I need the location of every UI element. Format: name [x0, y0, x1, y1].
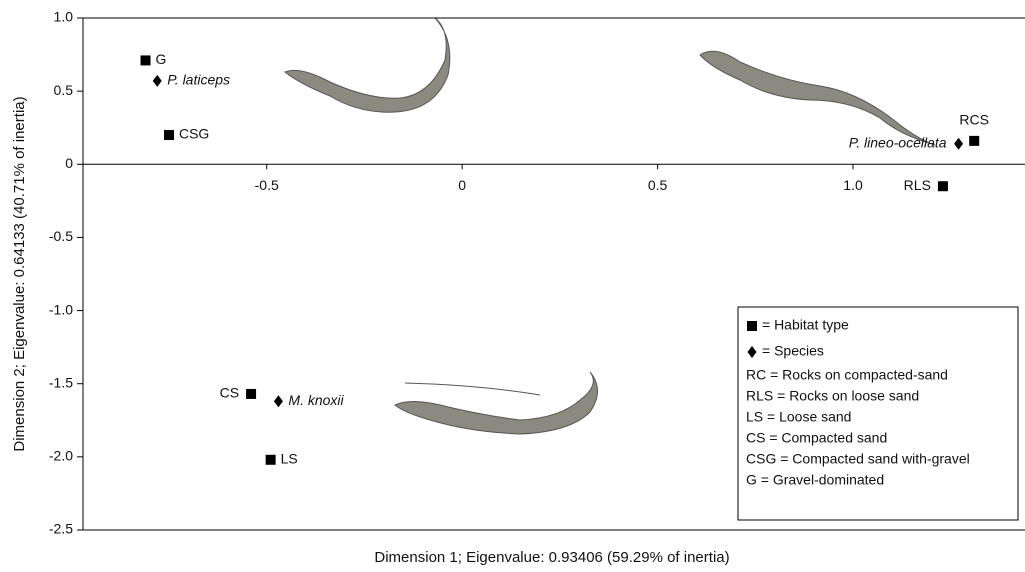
- legend-entry: = Species: [762, 343, 824, 359]
- y-tick-label: -1.5: [49, 374, 73, 390]
- square-marker: [140, 55, 151, 66]
- square-marker: [969, 135, 980, 146]
- y-tick-label: -0.5: [49, 228, 73, 244]
- point-label: CSG: [179, 126, 209, 142]
- point-label: P. laticeps: [167, 72, 230, 88]
- x-tick-label: 0: [458, 177, 466, 193]
- x-axis-label: Dimension 1; Eigenvalue: 0.93406 (59.29%…: [374, 549, 729, 566]
- legend-entry: = Habitat type: [762, 317, 849, 333]
- point-label: M. knoxii: [288, 392, 344, 408]
- x-tick-label: 1.0: [843, 177, 863, 193]
- y-tick-label: -1.0: [49, 301, 73, 317]
- y-axis-label: Dimension 2; Eigenvalue: 0.64133 (40.71%…: [11, 96, 28, 451]
- y-tick-label: -2.0: [49, 448, 73, 464]
- square-marker: [246, 388, 257, 399]
- legend-marker: [747, 346, 757, 358]
- legend-note: G = Gravel-dominated: [746, 472, 884, 488]
- diamond-marker: [273, 395, 283, 408]
- point-label: P. lineo-ocellata: [849, 135, 947, 151]
- point-label: RLS: [904, 177, 931, 193]
- legend-note: RC = Rocks on compacted-sand: [746, 367, 948, 383]
- legend-note: CS = Compacted sand: [746, 430, 887, 446]
- point-label: LS: [281, 450, 298, 466]
- x-tick-label: 0.5: [648, 177, 668, 193]
- point-label: G: [156, 51, 167, 67]
- diamond-marker: [954, 137, 964, 150]
- legend-box: [737, 306, 1019, 521]
- square-marker: [937, 181, 948, 192]
- point-label: CS: [220, 385, 239, 401]
- y-tick-label: 1.0: [54, 9, 74, 25]
- y-tick-label: 0: [65, 155, 73, 171]
- legend-note: LS = Loose sand: [746, 409, 851, 425]
- square-marker: [163, 130, 174, 141]
- lizard-illustrations: [284, 17, 936, 435]
- legend-note: CSG = Compacted sand with-gravel: [746, 451, 970, 467]
- x-tick-label: -0.5: [255, 177, 279, 193]
- y-tick-label: 0.5: [54, 82, 74, 98]
- legend-note: RLS = Rocks on loose sand: [746, 388, 919, 404]
- point-label: RCS: [959, 112, 989, 128]
- diamond-marker: [152, 74, 162, 87]
- square-marker: [265, 454, 276, 465]
- y-tick-label: -2.5: [49, 521, 73, 537]
- legend-marker: [747, 321, 757, 331]
